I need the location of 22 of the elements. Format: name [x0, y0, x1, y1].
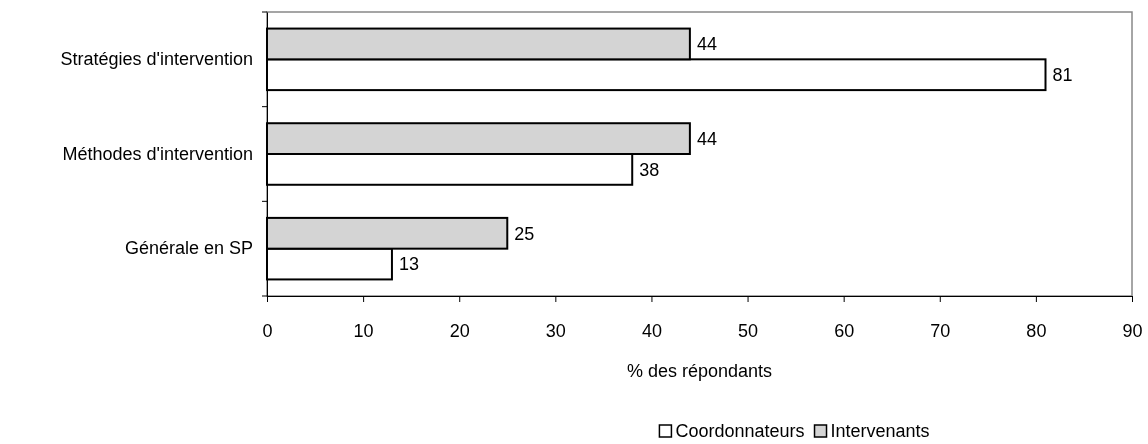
x-tick-label: 60: [834, 320, 855, 341]
data-label: 38: [639, 159, 660, 180]
x-tick-label: 30: [545, 320, 566, 341]
data-label: 13: [398, 254, 419, 275]
x-tick-label: 20: [449, 320, 470, 341]
y-tick-label: Générale en SP: [124, 238, 253, 259]
y-tick-label: Stratégies d'intervention: [60, 49, 253, 70]
x-tick-label: 40: [641, 320, 662, 341]
x-tick-label: 90: [1122, 320, 1143, 341]
data-label: 25: [514, 223, 535, 244]
data-label: 44: [696, 128, 717, 149]
legend-label: Coordonnateurs: [675, 421, 805, 441]
x-tick-label: 80: [1026, 320, 1047, 341]
data-label: 81: [1052, 65, 1073, 86]
x-tick-label: 50: [738, 320, 759, 341]
data-label: 44: [696, 34, 717, 55]
y-tick-label: Méthodes d'intervention: [62, 143, 253, 164]
x-axis-title: % des répondants: [626, 361, 773, 381]
x-tick-label: 10: [353, 320, 374, 341]
x-tick-label: 70: [930, 320, 951, 341]
x-tick-label: 0: [262, 320, 273, 341]
legend-label: Intervenants: [830, 421, 930, 441]
